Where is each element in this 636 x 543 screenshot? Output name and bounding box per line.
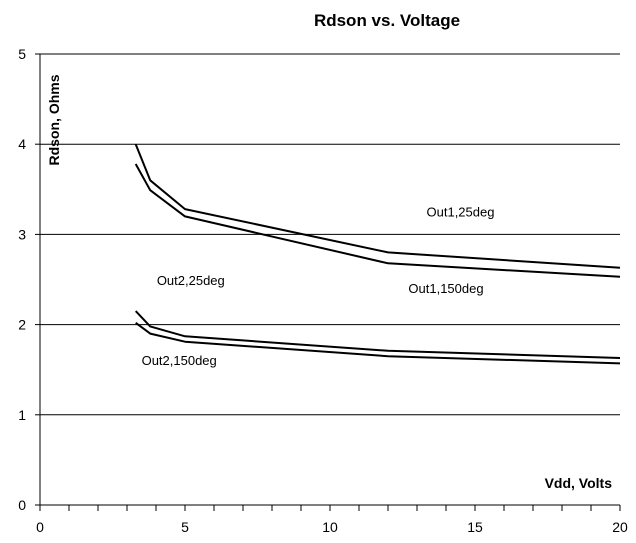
y-tick-label-4: 4 xyxy=(18,136,26,152)
label-layer: Out1,25deg Out1,150deg Out2,25deg Out2,150d… xyxy=(133,203,503,370)
annotation-background-3 xyxy=(148,271,233,289)
axis-layer: 0 1 2 3 4 5 0 5 10 15 20 xyxy=(18,46,628,535)
x-tick-label-0: 0 xyxy=(36,519,44,535)
annotation-background-2 xyxy=(400,280,492,298)
series-line-2 xyxy=(134,163,621,278)
x-tick-label-5: 5 xyxy=(181,519,189,535)
annotation-3: Out2,25deg xyxy=(157,273,225,288)
y-tick-label-2: 2 xyxy=(18,317,26,333)
annotation-background-4 xyxy=(133,352,225,370)
y-axis-title: Rdson, Ohms xyxy=(46,74,62,165)
x-axis-title: Vdd, Volts xyxy=(545,475,613,491)
y-tick-label-3: 3 xyxy=(18,226,26,242)
x-tick-label-10: 10 xyxy=(322,519,338,535)
annotation-background-1 xyxy=(418,203,503,221)
y-tick-label-0: 0 xyxy=(18,497,26,513)
annotation-1: Out1,25deg xyxy=(427,204,495,219)
x-tick-label-15: 15 xyxy=(467,519,483,535)
annotation-2: Out1,150deg xyxy=(408,281,483,296)
x-tick-label-20: 20 xyxy=(612,519,628,535)
series-line-4 xyxy=(135,321,621,365)
y-tick-label-1: 1 xyxy=(18,407,26,423)
y-tick-label-5: 5 xyxy=(18,46,26,62)
series-line-3 xyxy=(134,310,621,359)
series-layer xyxy=(134,143,621,365)
chart-title: Rdson vs. Voltage xyxy=(314,11,460,30)
series-line-1 xyxy=(134,143,621,269)
annotation-4: Out2,150deg xyxy=(142,353,217,368)
